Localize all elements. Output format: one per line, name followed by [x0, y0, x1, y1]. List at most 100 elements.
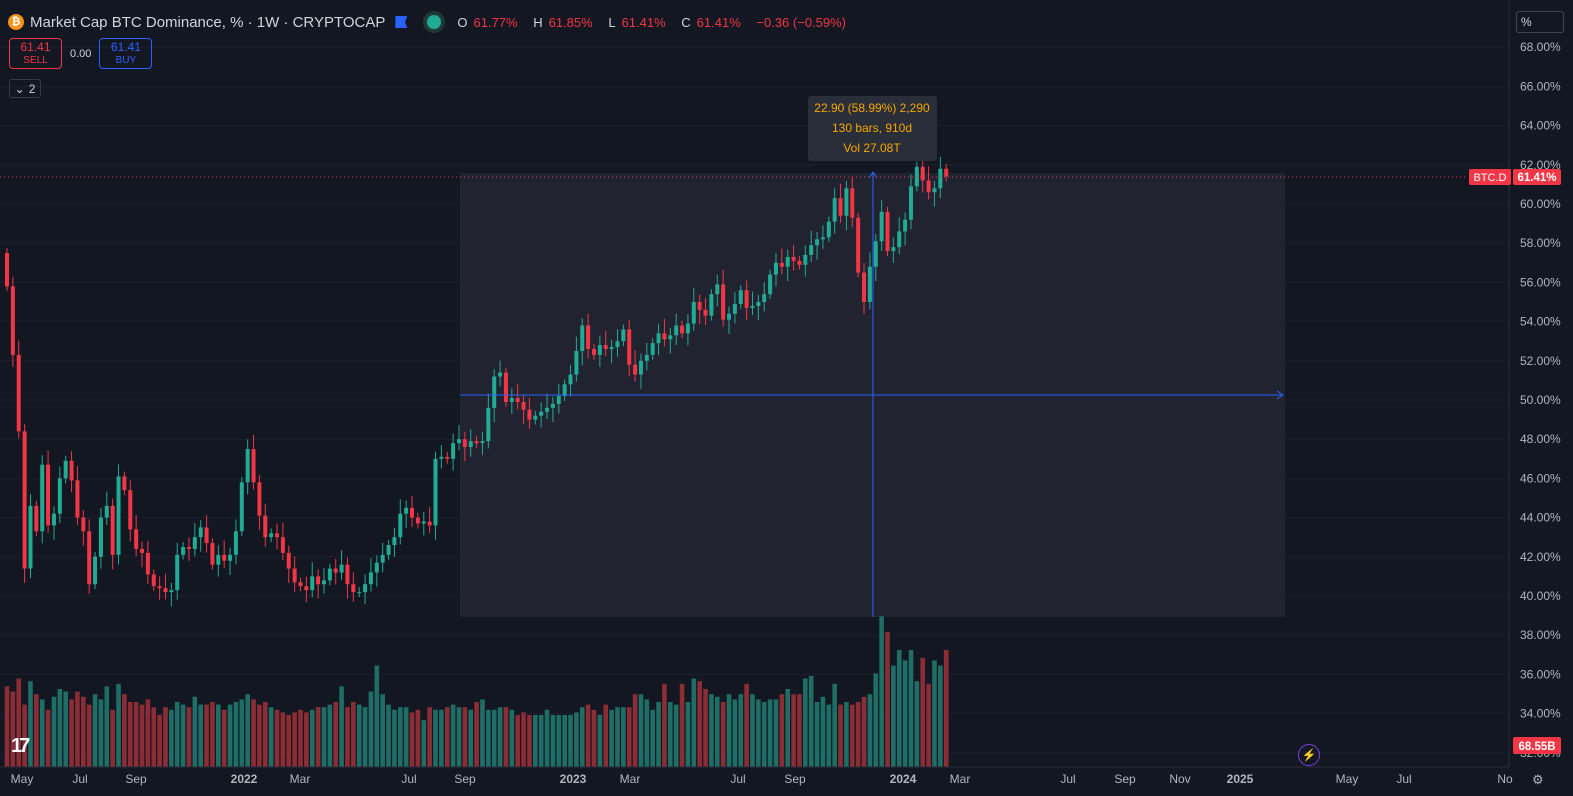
- candle-body: [257, 482, 262, 516]
- candle-body: [738, 290, 743, 304]
- candle-body: [75, 480, 80, 518]
- volume-bar: [298, 709, 303, 767]
- volume-bar: [180, 704, 186, 767]
- volume-bar: [662, 683, 667, 767]
- candle-body: [462, 439, 467, 448]
- volume-bar: [427, 707, 432, 767]
- candle-body: [57, 478, 62, 514]
- candle-body: [263, 515, 268, 538]
- indicators-toggle[interactable]: ⌄ 2: [9, 79, 41, 98]
- scale-mode-button[interactable]: %: [1516, 11, 1564, 33]
- candle-body: [756, 302, 761, 306]
- candle-body: [486, 407, 491, 442]
- settings-gear-icon[interactable]: ⚙: [1532, 772, 1544, 787]
- volume-bar: [527, 715, 532, 767]
- price-tick-label: 48.00%: [1520, 432, 1561, 446]
- time-tick-label: May: [1336, 772, 1359, 786]
- candle-body: [932, 188, 937, 193]
- candle-body: [239, 482, 244, 532]
- volume-bar: [186, 707, 192, 767]
- price-tick-label: 56.00%: [1520, 275, 1561, 289]
- measure-tooltip-line1: 22.90 (58.99%) 2,290: [814, 101, 930, 115]
- buy-button[interactable]: 61.41 BUY: [99, 38, 153, 69]
- candle-body: [410, 507, 415, 518]
- candle-body: [897, 231, 902, 248]
- candle-body: [93, 556, 98, 585]
- volume-bar: [204, 704, 209, 767]
- volume-bar: [626, 707, 632, 767]
- candle-body: [838, 198, 843, 216]
- tradingview-logo-icon[interactable]: 17: [11, 735, 30, 757]
- volume-bar: [345, 707, 350, 767]
- volume-bar: [233, 702, 239, 767]
- candle-body: [586, 325, 591, 350]
- candle-body: [134, 529, 139, 549]
- candles: [5, 156, 949, 607]
- price-tick-label: 38.00%: [1520, 628, 1561, 642]
- candle-body: [668, 335, 673, 340]
- volume-bar: [491, 709, 497, 767]
- measure-tooltip: [808, 96, 937, 161]
- flag-icon[interactable]: [395, 16, 408, 28]
- candle-body: [104, 505, 109, 518]
- candle-body: [732, 303, 737, 314]
- price-axis[interactable]: 68.00% 66.00% 64.00% 62.00% 60.00% 58.00% 56.0…: [1520, 40, 1561, 760]
- volume-bar: [591, 709, 597, 767]
- candle-body: [398, 513, 403, 538]
- candle-body: [69, 460, 74, 481]
- volume-bar: [192, 696, 198, 767]
- candle-body: [363, 584, 368, 593]
- volume-bar: [797, 694, 802, 767]
- market-status-icon[interactable]: [427, 15, 442, 29]
- candle-body: [456, 439, 461, 444]
- chart-title[interactable]: Market Cap BTC Dominance, % · 1W · CRYPT…: [30, 13, 386, 31]
- volume-bar: [756, 699, 761, 767]
- volume-bar: [374, 665, 380, 767]
- time-tick-label: 2025: [1227, 772, 1254, 786]
- candle-body: [908, 186, 913, 220]
- volume-bar: [198, 704, 204, 767]
- volume-bar: [891, 665, 896, 767]
- volume-bar: [468, 709, 474, 767]
- time-tick-label: Mar: [620, 772, 641, 786]
- volume-bar: [861, 696, 867, 767]
- time-tick-label: Sep: [454, 772, 476, 786]
- volume-bar: [562, 715, 567, 767]
- price-tick-label: 46.00%: [1520, 471, 1561, 485]
- price-tick-label: 68.00%: [1520, 40, 1561, 54]
- volume-bar: [286, 715, 292, 767]
- candle-body: [81, 517, 86, 532]
- volume-bar: [421, 720, 427, 767]
- candle-body: [321, 580, 326, 585]
- time-tick-label: Nov: [1169, 772, 1190, 786]
- volume-bar: [574, 712, 579, 767]
- candle-body: [891, 247, 896, 252]
- volume-bar: [515, 715, 520, 767]
- time-tick-label: Jul: [1396, 772, 1411, 786]
- volume-bar: [832, 683, 837, 767]
- sell-button[interactable]: 61.41 SELL: [9, 38, 62, 69]
- volume-bar: [803, 678, 808, 767]
- time-axis[interactable]: May Jul Sep 2022 Mar Jul Sep 2023 Mar Jul Sep 2024 M…: [11, 772, 1513, 786]
- volume-bar: [885, 631, 890, 767]
- volume-bar: [632, 694, 638, 767]
- volume-bar: [896, 650, 902, 767]
- trade-panel: 61.41 SELL 0.00 61.41 BUY: [9, 38, 153, 69]
- symbol-label: BTC.D: [1474, 172, 1507, 184]
- candle-body: [51, 513, 56, 526]
- candle-body: [674, 325, 679, 336]
- volume-bar: [268, 707, 274, 767]
- candle-body: [574, 351, 579, 375]
- volume-bar: [579, 707, 585, 767]
- volume-bar: [28, 681, 33, 767]
- lightning-icon[interactable]: ⚡: [1298, 744, 1320, 766]
- volume-bar: [914, 681, 920, 767]
- close-value: 61.41%: [696, 14, 741, 30]
- volume-bar: [444, 707, 450, 767]
- candle-body: [920, 166, 925, 181]
- volume-bar: [714, 696, 720, 767]
- volume-bars: [4, 616, 949, 767]
- volume-bar: [703, 689, 708, 767]
- candle-body: [615, 341, 620, 348]
